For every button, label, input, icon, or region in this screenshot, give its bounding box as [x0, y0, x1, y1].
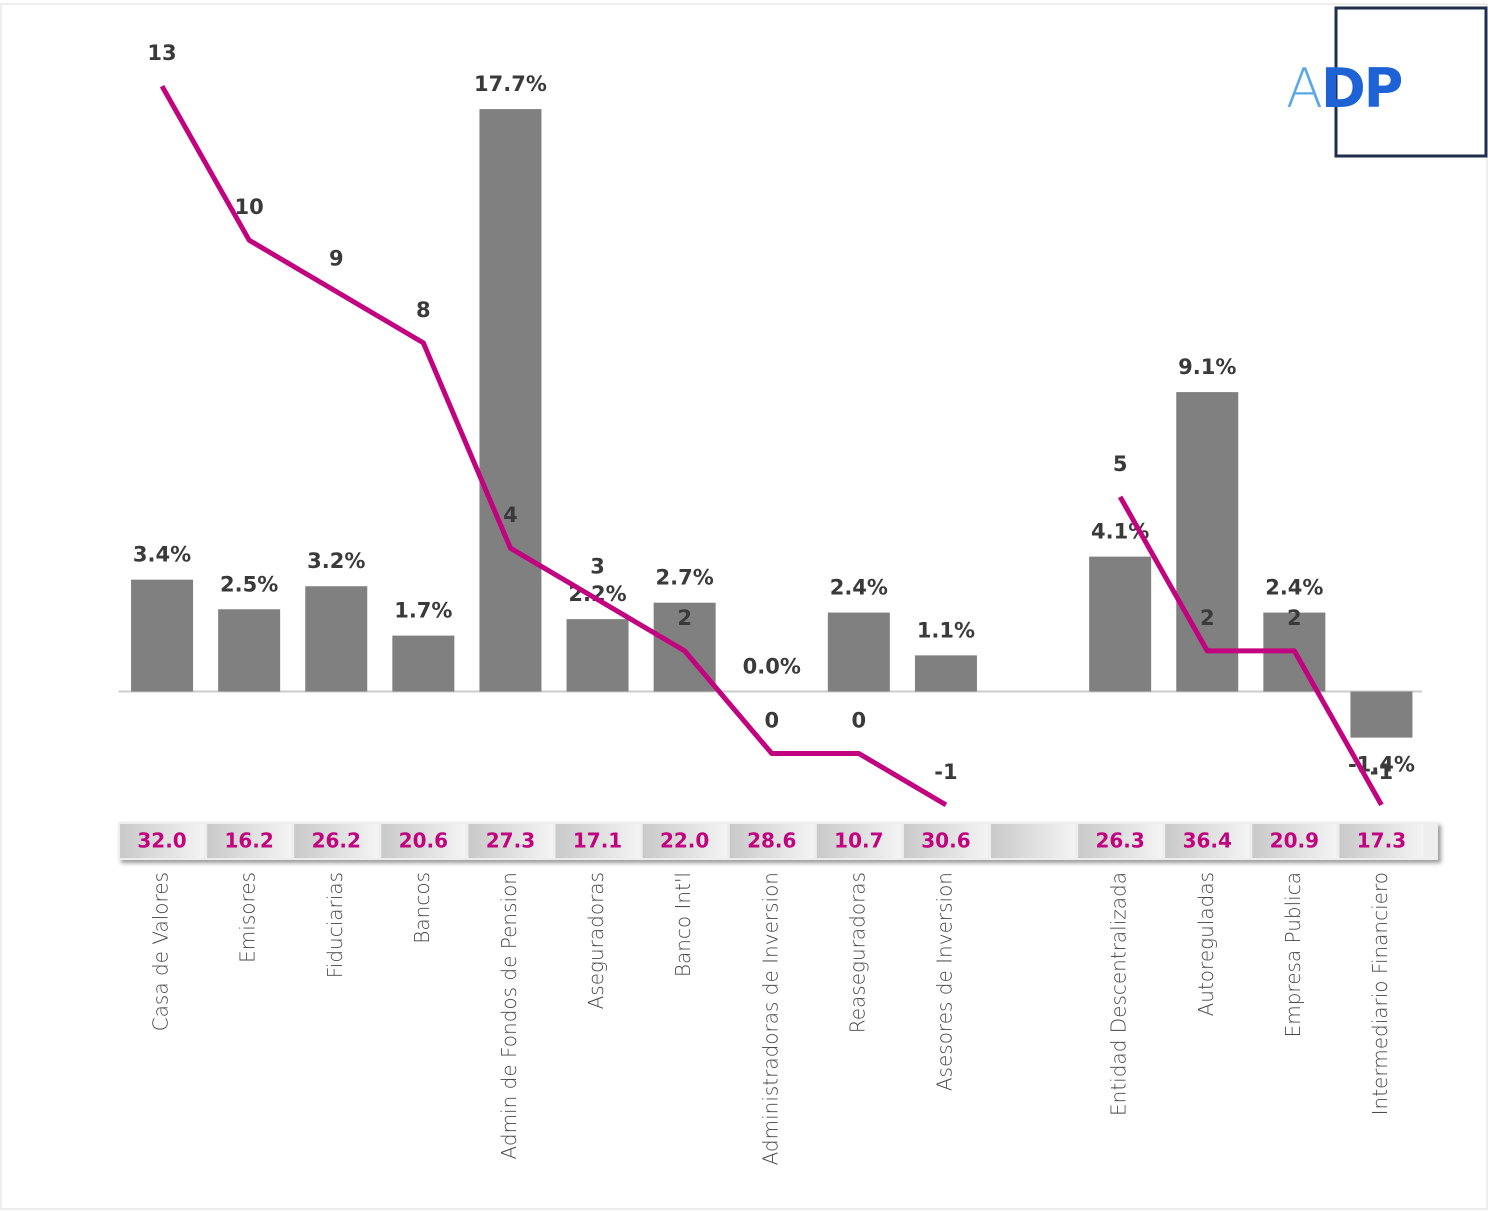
bar [566, 619, 629, 692]
line-label: 5 [1113, 452, 1128, 476]
x-tick-label: Asesores de Inversion [932, 872, 956, 1091]
bar-label: 2.4% [1265, 576, 1323, 600]
table-value: 26.3 [1095, 829, 1144, 853]
bar [1089, 556, 1152, 692]
table-cell [816, 824, 901, 858]
line-label: -1 [1370, 760, 1393, 784]
table-value: 36.4 [1183, 829, 1232, 853]
x-tick-label: Entidad Descentralizada [1107, 872, 1131, 1116]
bar [1350, 691, 1413, 738]
table-cell [1339, 824, 1424, 858]
table-value: 32.0 [137, 829, 186, 853]
x-tick-label: Banco Int'l [671, 872, 695, 977]
line-label: 2 [1200, 606, 1215, 630]
x-tick-label: Fiduciarias [323, 872, 347, 978]
bar-label: 17.7% [474, 72, 547, 96]
table-cell [468, 824, 553, 858]
line-label: 10 [235, 195, 264, 219]
bar-label: 3.2% [307, 549, 365, 573]
logo-box [1334, 6, 1488, 158]
table-cell [1165, 824, 1250, 858]
line [159, 84, 1384, 808]
table-value: 28.6 [747, 829, 796, 853]
bar-label: 2.7% [656, 566, 714, 590]
table-value: 20.9 [1270, 829, 1319, 853]
table-cell [1252, 824, 1337, 858]
x-tick-label: Administradoras de Inversion [758, 872, 782, 1165]
bar-label: 1.1% [917, 618, 975, 642]
table-cell [903, 824, 988, 858]
table-cell [991, 824, 1076, 858]
x-tick-label: Empresa Publica [1281, 872, 1305, 1037]
table-value: 26.2 [312, 829, 361, 853]
table-cell [294, 824, 379, 858]
bar-label: 1.7% [394, 599, 452, 623]
line-label: 3 [590, 555, 605, 579]
x-tick-label: Reaseguradoras [845, 872, 869, 1033]
frame [0, 3, 1488, 1210]
x-tick-label: Admin de Fondos de Pension [497, 872, 521, 1159]
table-cell [120, 824, 205, 858]
table-value: 17.3 [1357, 829, 1406, 853]
table-cell [642, 824, 727, 858]
bar-label: 9.1% [1178, 355, 1236, 379]
bar [914, 655, 977, 692]
bar-label: 3.4% [133, 543, 191, 567]
line-label: 2 [1287, 606, 1302, 630]
bar [131, 579, 194, 692]
line-label: 0 [764, 709, 779, 733]
table-cell [207, 824, 292, 858]
table-value: 22.0 [660, 829, 709, 853]
bar [305, 586, 368, 692]
x-tick-label: Bancos [410, 872, 434, 944]
table-value: 16.2 [224, 829, 273, 853]
table-cell [381, 824, 466, 858]
table-cell [1078, 824, 1163, 858]
bar [1176, 392, 1239, 692]
logo: ADP [1286, 57, 1403, 120]
line-label: 9 [329, 247, 344, 271]
x-tick-label: Emisores [236, 872, 260, 963]
table-value: 10.7 [834, 829, 883, 853]
bar-label: 2.5% [220, 572, 278, 596]
x-tick-label: Casa de Valores [149, 872, 173, 1031]
table-cell [729, 824, 814, 858]
line-label: 2 [677, 606, 692, 630]
table-value: 20.6 [399, 829, 448, 853]
line-label: 8 [416, 298, 431, 322]
table-value: 27.3 [486, 829, 535, 853]
bar [392, 635, 455, 692]
x-tick-label: Aseguradoras [584, 872, 608, 1009]
table-cell [555, 824, 640, 858]
table-value: 30.6 [921, 829, 970, 853]
bar [218, 609, 281, 692]
x-tick-label: Intermediario Financiero [1368, 872, 1392, 1115]
table-value: 17.1 [573, 829, 622, 853]
line-label: 4 [503, 503, 518, 527]
line-label: 13 [147, 41, 176, 65]
bar [827, 612, 890, 692]
line-label: -1 [934, 760, 957, 784]
line-label: 0 [852, 709, 867, 733]
x-tick-label: Autoreguladas [1194, 872, 1218, 1016]
bar-label: 0.0% [743, 655, 801, 679]
bar [479, 109, 542, 692]
bar-label: 2.4% [830, 576, 888, 600]
